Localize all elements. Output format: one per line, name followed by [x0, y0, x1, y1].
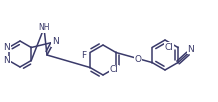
Text: Cl: Cl: [165, 43, 174, 52]
Text: NH: NH: [38, 23, 50, 33]
Text: N: N: [188, 45, 194, 54]
Text: N: N: [3, 43, 10, 52]
Text: O: O: [135, 55, 141, 64]
Text: N: N: [52, 38, 58, 47]
Text: Cl: Cl: [110, 65, 118, 74]
Text: N: N: [3, 56, 10, 65]
Text: F: F: [82, 51, 87, 60]
